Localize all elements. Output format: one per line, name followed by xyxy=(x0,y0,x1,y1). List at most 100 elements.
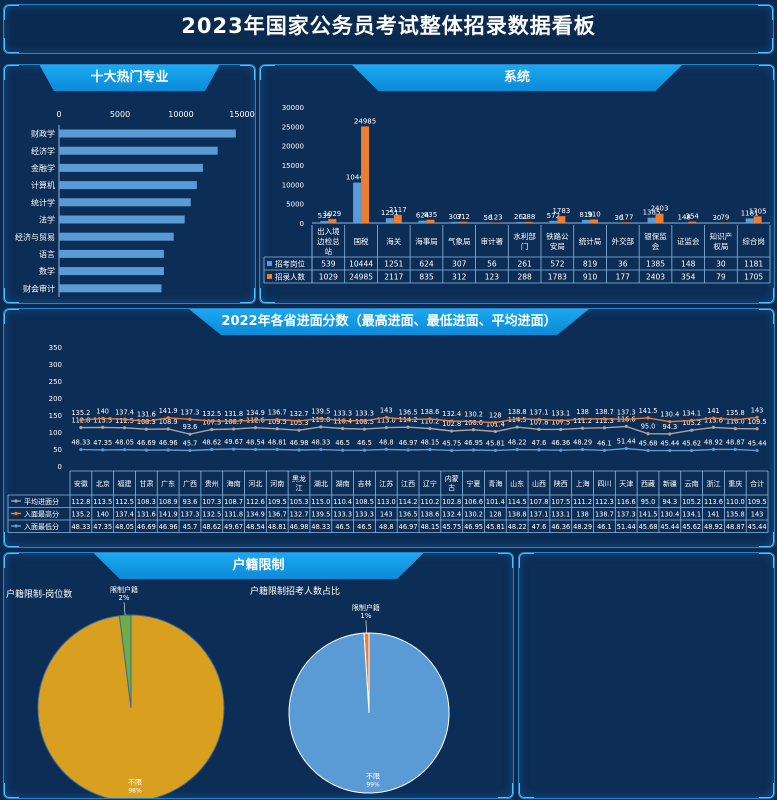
scores-table-value: 45.44 xyxy=(748,523,767,531)
scores-point xyxy=(668,420,672,424)
pie-slice-label: 限制户籍 xyxy=(352,603,380,612)
system-bar-value-label: 835 xyxy=(424,211,437,219)
scores-table-value: 48.33 xyxy=(311,523,330,531)
scores-data-label: 48.05 xyxy=(115,439,134,447)
majors-bar xyxy=(59,129,236,138)
system-panel: 系统 0 5000 10000 15000 20000 25000 30000 539 1029… xyxy=(259,64,775,304)
scores-table-value: 48.22 xyxy=(508,523,527,531)
system-bar-value-label: 261 xyxy=(514,213,527,221)
scores-table-value: 131.6 xyxy=(137,511,156,519)
scores-data-label: 132.4 xyxy=(442,410,461,418)
scores-category-label: 河北 xyxy=(248,480,262,488)
scores-category-label: 上海 xyxy=(576,479,590,488)
scores-data-label: 48.15 xyxy=(420,439,439,447)
majors-category-label: 语言 xyxy=(39,249,55,259)
scores-data-label: 137.3 xyxy=(181,408,200,416)
system-table-value: 1783 xyxy=(548,273,567,282)
scores-category-label: 江西 xyxy=(401,480,415,488)
system-bar-value-label: 1385 xyxy=(643,209,661,217)
scores-legend-label: 入面最高分 xyxy=(24,510,59,519)
scores-point xyxy=(297,428,301,432)
scores-point xyxy=(711,447,716,451)
system-category-label: 安局 xyxy=(550,241,565,251)
system-category-label: 海事局 xyxy=(415,236,438,246)
scores-table-value: 48.54 xyxy=(246,523,265,531)
scores-point xyxy=(602,426,607,430)
majors-bar xyxy=(59,215,185,224)
scores-data-label: 46.5 xyxy=(335,439,350,447)
scores-category-label: 四川 xyxy=(597,480,611,488)
scores-legend-label: 入面最低分 xyxy=(24,522,59,531)
system-category-label: 证监会 xyxy=(677,236,700,246)
majors-bar xyxy=(59,181,197,190)
system-category-label: 出入境 xyxy=(317,226,340,236)
scores-data-label: 46.1 xyxy=(597,439,612,447)
system-y-tick-label: 0 xyxy=(300,220,304,228)
scores-table-value: 133.3 xyxy=(333,511,352,519)
scores-data-label: 133.3 xyxy=(333,410,352,418)
system-table-value: 307 xyxy=(452,260,467,269)
scores-data-label: 138 xyxy=(576,408,589,416)
scores-point xyxy=(144,448,148,452)
scores-table-value: 141.9 xyxy=(159,511,178,519)
scores-point xyxy=(210,419,214,423)
scores-point xyxy=(122,417,127,421)
system-bar xyxy=(459,221,468,223)
scores-category-label: 海南 xyxy=(227,479,241,488)
system-bar-value-label: 819 xyxy=(579,211,592,219)
scores-data-label: 138.7 xyxy=(595,408,614,416)
system-y-tick-label: 5000 xyxy=(286,201,304,209)
scores-point xyxy=(384,425,388,430)
system-bar-value-label: 354 xyxy=(686,213,700,221)
system-legend-swatch xyxy=(267,261,272,266)
scores-table-value: 45.75 xyxy=(442,523,461,531)
system-bar xyxy=(549,220,558,223)
scores-point xyxy=(362,448,367,452)
scores-data-label: 141.5 xyxy=(639,407,658,415)
system-table-value: 1385 xyxy=(646,260,665,269)
pie-slice xyxy=(288,632,450,794)
scores-data-label: 137.4 xyxy=(115,408,134,416)
system-y-tick-label: 15000 xyxy=(282,162,304,170)
scores-data-label: 143 xyxy=(380,406,393,414)
majors-category-label: 法学 xyxy=(39,215,55,225)
system-bar xyxy=(393,214,402,223)
scores-point xyxy=(362,427,367,431)
majors-x-tick-label: 5000 xyxy=(110,110,130,119)
scores-category-label: 山西 xyxy=(532,479,546,488)
scores-point xyxy=(319,416,323,421)
scores-table-value: 114.2 xyxy=(399,498,418,506)
scores-point xyxy=(624,424,628,428)
scores-legend-label: 平均进面分 xyxy=(24,497,59,506)
scores-series-line xyxy=(80,425,758,435)
title-frame xyxy=(3,4,774,54)
scores-data-label: 138.6 xyxy=(420,408,439,416)
scores-table-value: 45.68 xyxy=(639,523,658,531)
scores-point xyxy=(428,426,432,431)
scores-data-label: 109.5 xyxy=(268,418,287,426)
scores-data-label: 48.29 xyxy=(573,439,592,447)
scores-point xyxy=(231,427,236,431)
scores-table-value: 48.92 xyxy=(704,523,723,531)
scores-point xyxy=(362,419,367,423)
system-table-value: 312 xyxy=(452,273,467,282)
scores-data-label: 137.3 xyxy=(617,408,636,416)
scores-table-value: 136.7 xyxy=(268,511,287,519)
scores-point xyxy=(341,419,345,423)
system-category-label: 铁路公 xyxy=(546,231,569,241)
scores-category-label: 宁夏 xyxy=(467,479,481,488)
pie-slice-percent: 99% xyxy=(366,782,380,789)
scores-data-label: 107.5 xyxy=(551,418,570,426)
system-bar xyxy=(451,221,460,223)
scores-table-value: 107.3 xyxy=(202,498,221,506)
pie-slice-percent: 98% xyxy=(128,787,142,794)
scores-point xyxy=(537,448,541,452)
system-bar xyxy=(688,221,697,223)
scores-table-value: 46.1 xyxy=(597,523,612,531)
scores-point xyxy=(668,448,672,453)
system-y-tick-label: 30000 xyxy=(282,104,304,112)
majors-bar xyxy=(59,249,164,258)
scores-data-label: 113.5 xyxy=(93,416,112,424)
page-title: 2023年国家公务员考试整体招录数据看板 xyxy=(181,14,596,38)
scores-category-label: 浙江 xyxy=(706,479,720,488)
